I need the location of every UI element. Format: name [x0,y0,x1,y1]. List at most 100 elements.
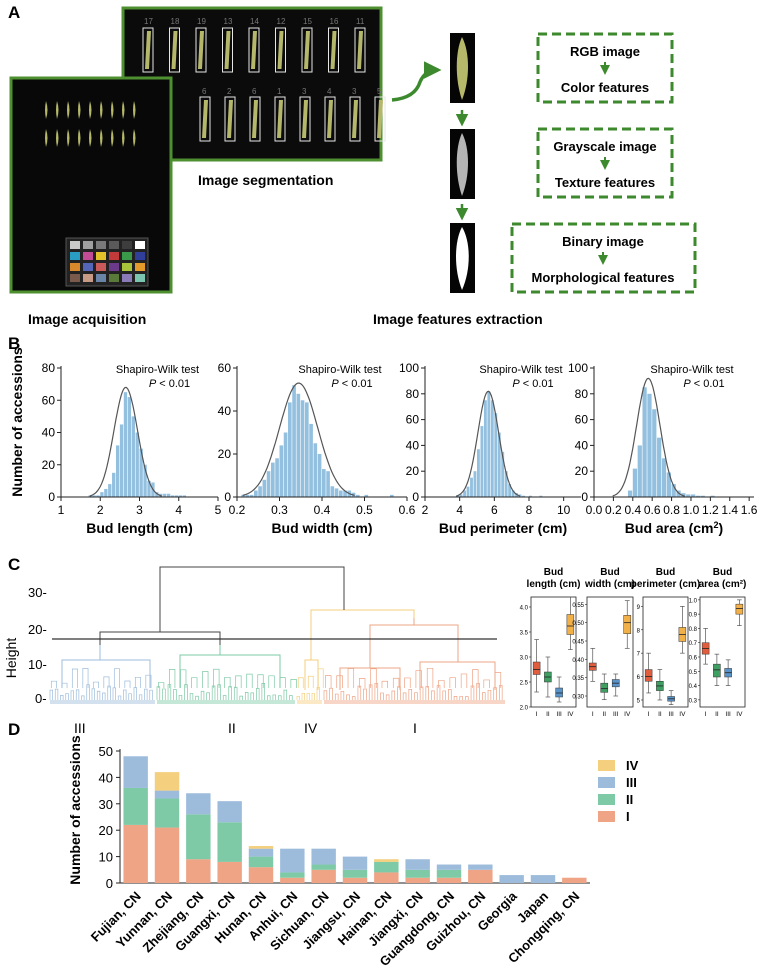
legend-label: III [626,775,637,790]
leaf-branch [133,687,137,700]
histogram-bar [279,445,284,497]
segmented-bud [224,31,231,69]
stacked-bar-segment-III [217,801,242,823]
leaf-branch [311,693,315,700]
cluster-i-branch-a [339,667,401,690]
checker-patch [109,252,119,260]
leaf-branch [107,685,111,700]
histogram-bar [700,495,705,497]
leaf-branch [75,689,80,700]
mid-branch [472,669,479,688]
stacked-bar-segment-I [436,877,462,883]
mid-branch [103,676,110,688]
histogram-4: 0 20 40 60 80 100 0.0 0.2 0.4 0.6 0.8 1.0 1.2 1.4 1.6 S… [568,361,758,536]
segment-number: 2 [227,87,232,96]
stacked-bar-segment-III [468,864,493,870]
segmented-bud [330,31,337,69]
stacked-y-axis-label: Number of accessions [67,735,83,885]
x-tick-label: 0.8 [663,503,680,517]
histogram-bar [522,495,525,497]
x-tick-label: 4 [456,503,463,517]
stacked-bar-segment-III [154,790,180,799]
histogram-bar [657,437,662,497]
panel-b-letter: B [8,334,20,353]
legend-swatch [598,794,615,805]
y-tick-label: 100 [568,361,588,375]
group-label: I [536,711,538,718]
leaf-branch [49,689,53,700]
histogram-bar [115,445,120,497]
histogram-bar [135,432,139,497]
y-tick-label: 0.7 [689,641,698,647]
stacked-bar-segment-I [217,861,242,883]
x-tick-label: 1 [58,503,65,517]
p-value-text: < 0.01 [339,378,373,390]
histogram-bar [96,495,100,497]
stacked-bar-segment-II [248,856,274,868]
mid-branch [297,677,304,688]
raw-bud [67,101,70,119]
stacked-bar-segment-III [342,856,368,870]
histogram-bar [296,393,301,497]
checker-patch [122,241,132,249]
y-tick-label: 3.5 [520,631,529,637]
p-value-text: < 0.01 [156,378,190,390]
segmented-bud [304,31,310,69]
segment-box [328,27,339,73]
y-tick-label: 4.0 [520,606,529,612]
segment-box [299,96,311,142]
legend-label: I [626,809,630,824]
histogram-bar [637,445,642,497]
feature-box-rgb: RGB image Color features [536,32,674,104]
mid-branch [415,670,422,688]
x-label-text: Bud width (cm) [271,520,372,536]
checker-patch [96,274,106,282]
histogram-bar [313,443,318,497]
checker-patch [70,263,80,271]
caption-extraction: Image features extraction [373,311,543,327]
leaf-branch [351,696,356,700]
x-tick-label: 8 [526,503,533,517]
y-tick-label: 0.30 [572,695,584,701]
histogram-bar [463,490,466,497]
leaf-branch [414,692,418,700]
legend-swatch [598,760,615,771]
group-label: III [613,711,619,718]
leaf-branch [267,695,271,700]
y-tick-label: 20 [42,458,56,472]
leaf-branch [211,685,216,700]
box [532,661,541,675]
checker-patch [83,263,93,271]
leaf-branch [487,689,492,700]
histogram-bar [627,490,633,497]
leaf-branch [244,692,249,700]
cluster-i-iv-join [310,609,415,622]
mid-branch [134,676,141,688]
histogram-x-label: Bud width (cm) [271,520,372,536]
checker-patch [122,263,132,271]
normal-curve [242,382,355,496]
histogram-bar [652,409,657,497]
histogram-x-label: Bud perimeter (cm) [439,520,567,536]
x-label-text: Bud perimeter (cm) [439,520,567,536]
y-tick-label: 40 [218,404,232,418]
x-tick-label: 1.6 [741,503,758,517]
x-tick-label: 0.2 [605,503,622,517]
stacked-bar-segment-III [436,864,462,870]
stacked-bar-segment-III [280,848,305,873]
stacked-bar-segment-II [436,869,462,878]
feature-box-grayscale: Grayscale image Texture features [536,127,674,199]
mid-branch [246,673,253,688]
height-tick-20: 20- [28,622,47,637]
mid-branch [347,668,355,688]
height-tick-0: 0- [35,691,47,706]
boxplot-frame [699,596,746,708]
histogram-bar [470,477,473,497]
leaf-branch [91,688,95,700]
curved-arrow-icon [391,61,442,102]
group-label: III [725,711,731,718]
stacked-bar-segment-III [530,875,556,883]
raw-bud [133,101,136,119]
histogram-3: 0 20 40 60 80 100 2 4 6 8 10 Shapiro-Wilk test P < 0… [399,361,581,536]
